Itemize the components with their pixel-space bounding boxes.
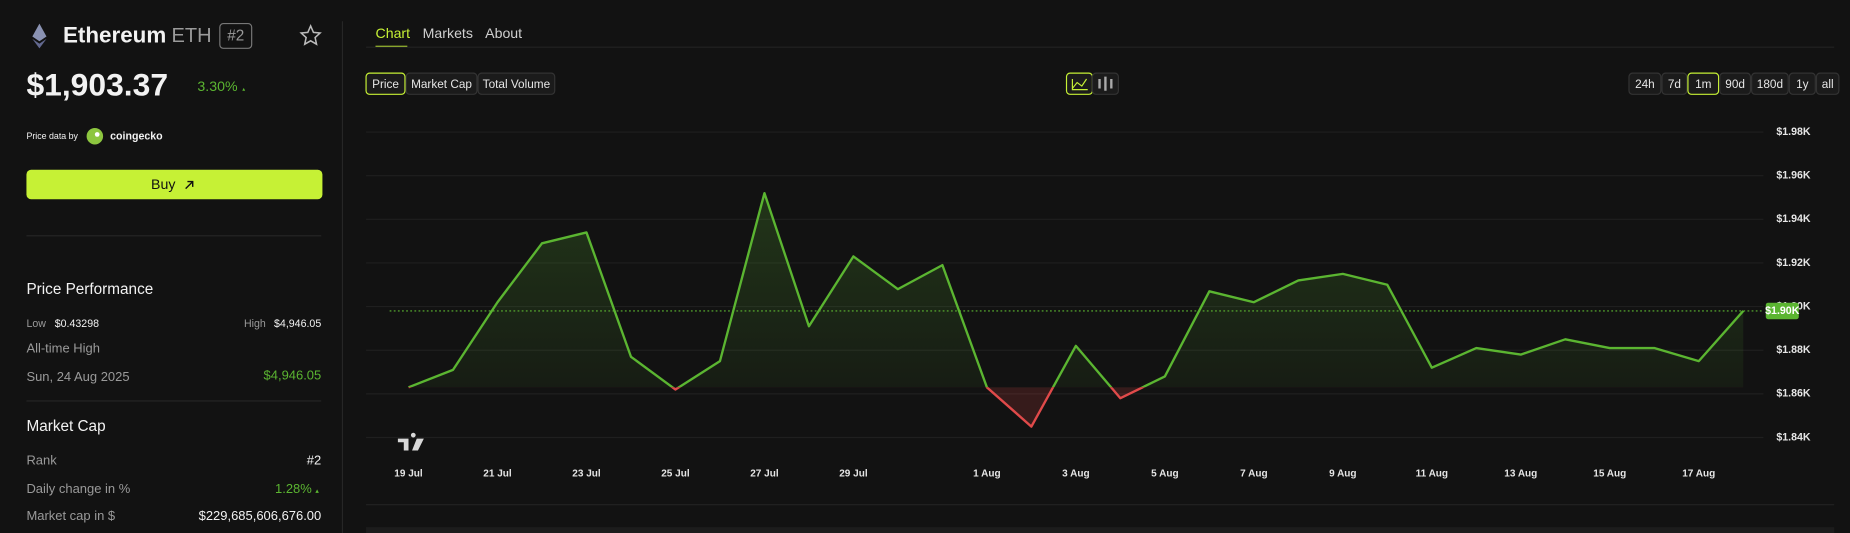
section-title: Market Cap bbox=[26, 418, 105, 435]
up-arrow bbox=[315, 489, 319, 493]
price-line bbox=[408, 191, 1745, 388]
range-button[interactable] bbox=[1788, 72, 1816, 95]
x-tick-label: 29 Jul bbox=[839, 469, 868, 480]
x-tick-label: 25 Jul bbox=[661, 469, 690, 480]
y-tick-label: $1.84K bbox=[1776, 431, 1811, 443]
last-price-label: $1.90K bbox=[1765, 305, 1800, 317]
range-label: 7d bbox=[1668, 78, 1681, 91]
range-label: 180d bbox=[1757, 78, 1783, 91]
coingecko-logo bbox=[86, 127, 104, 145]
y-tick-label: $1.94K bbox=[1776, 213, 1811, 225]
last-price-badge bbox=[1765, 302, 1799, 320]
y-tick-label: $1.86K bbox=[1776, 388, 1811, 400]
y-tick-label: $1.92K bbox=[1776, 257, 1811, 269]
y-tick-label: $1.98K bbox=[1776, 126, 1811, 138]
row-value: #2 bbox=[307, 452, 321, 467]
x-tick-label: 21 Jul bbox=[483, 469, 512, 480]
x-tick-label: 9 Aug bbox=[1329, 469, 1356, 480]
metric-button[interactable] bbox=[405, 72, 478, 95]
x-tick-label: 23 Jul bbox=[572, 469, 601, 480]
x-tick-label: 11 Aug bbox=[1416, 469, 1448, 480]
range-button[interactable] bbox=[1661, 72, 1688, 95]
high-value: $4,946.05 bbox=[274, 318, 321, 330]
rank: #2 bbox=[227, 28, 244, 45]
x-tick-label: 3 Aug bbox=[1062, 469, 1089, 480]
source: coingecko bbox=[110, 131, 163, 143]
rank-badge bbox=[219, 22, 253, 49]
row-label: Rank bbox=[26, 452, 57, 467]
coin-name: Ethereum bbox=[63, 22, 166, 47]
scroll-area bbox=[366, 527, 1835, 533]
metric-button[interactable] bbox=[365, 72, 406, 95]
x-tick-label: 15 Aug bbox=[1593, 469, 1626, 480]
coingecko-eye bbox=[94, 132, 100, 137]
metric-label: Total Volume bbox=[483, 78, 551, 91]
row-label: Daily change in % bbox=[26, 481, 130, 496]
ath-value: $4,946.05 bbox=[264, 368, 322, 383]
price: $1,903.37 bbox=[26, 67, 168, 103]
x-tick-label: 5 Aug bbox=[1151, 469, 1178, 480]
market-cap: Market Cap Rank #2 Daily change in % 1.2… bbox=[26, 418, 321, 523]
metric-label: Price bbox=[372, 78, 399, 91]
price-change: 3.30% bbox=[197, 78, 238, 94]
range-label: 1y bbox=[1796, 78, 1809, 91]
range-buttons: 24h 7d 1m 90d 180d 1y all bbox=[1628, 72, 1840, 95]
coin-symbol: ETH bbox=[171, 25, 211, 47]
x-tick-label: 7 Aug bbox=[1240, 469, 1267, 480]
price-data-by: Price data by bbox=[26, 131, 78, 141]
candle-icon bbox=[1098, 76, 1113, 91]
area-above bbox=[408, 193, 1744, 388]
row-value: $229,685,606,676.00 bbox=[199, 508, 322, 523]
chart-style-toggle bbox=[1065, 72, 1119, 95]
x-tick-label: 13 Aug bbox=[1504, 469, 1537, 480]
metric-buttons: Price Market Cap Total Volume bbox=[365, 72, 556, 95]
metric-label: Market Cap bbox=[411, 78, 472, 91]
metric-button[interactable] bbox=[477, 72, 556, 95]
low-value: $0.43298 bbox=[55, 318, 99, 330]
tab[interactable]: Markets bbox=[423, 25, 473, 41]
area-below bbox=[672, 387, 1143, 427]
range-label: 24h bbox=[1635, 78, 1655, 91]
high-label: High bbox=[244, 318, 266, 330]
favorite-star[interactable] bbox=[299, 24, 322, 46]
tradingview-logo bbox=[397, 432, 424, 451]
buy-label: Buy bbox=[151, 176, 176, 192]
row-label: Market cap in $ bbox=[26, 508, 115, 523]
range-button[interactable] bbox=[1719, 72, 1752, 95]
range-button[interactable] bbox=[1815, 72, 1840, 95]
x-tick-label: 27 Jul bbox=[750, 469, 779, 480]
y-tick-label: $1.96K bbox=[1776, 169, 1811, 181]
low-label: Low bbox=[26, 318, 46, 330]
up-arrow bbox=[242, 87, 246, 91]
line-icon bbox=[1071, 78, 1088, 91]
x-tick-label: 17 Aug bbox=[1682, 469, 1715, 480]
x-tick-label: 19 Jul bbox=[394, 469, 423, 480]
x-tick-label: 1 Aug bbox=[973, 469, 1000, 480]
tv-mark bbox=[397, 432, 424, 451]
ath-label: All-time High bbox=[26, 340, 100, 355]
range-button[interactable] bbox=[1628, 72, 1662, 95]
range-label: all bbox=[1822, 78, 1834, 91]
range-label: 1m bbox=[1695, 78, 1712, 91]
price-performance: Price Performance Low $0.43298 High $4,9… bbox=[26, 281, 321, 384]
tab[interactable]: About bbox=[485, 25, 522, 41]
tab[interactable]: Chart bbox=[375, 25, 410, 41]
tabs: Chart Markets About bbox=[375, 25, 522, 48]
ath-date: Sun, 24 Aug 2025 bbox=[26, 369, 129, 384]
range-label: 90d bbox=[1725, 78, 1745, 91]
section-title: Price Performance bbox=[26, 281, 153, 298]
range-button[interactable] bbox=[1687, 72, 1720, 95]
y-tick-label: $1.88K bbox=[1776, 344, 1811, 356]
range-button[interactable] bbox=[1751, 72, 1789, 95]
eth-icon bbox=[32, 23, 47, 42]
row-value: 1.28% bbox=[275, 481, 312, 496]
buy-button[interactable] bbox=[26, 169, 323, 200]
coin-header: Ethereum ETH #2 $1,903.37 3.30% Price da… bbox=[26, 22, 323, 200]
buy-arrow bbox=[185, 180, 194, 190]
